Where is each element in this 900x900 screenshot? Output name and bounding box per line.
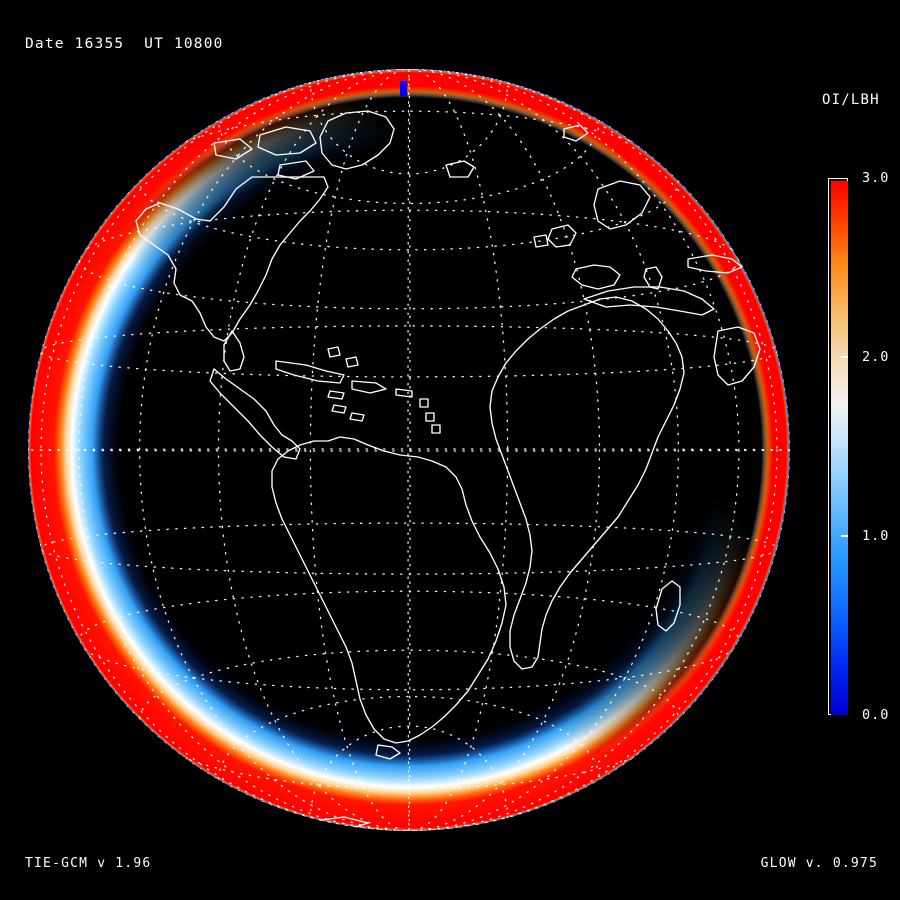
colorbar-tick-1 [841, 535, 848, 537]
colorbar-frame [828, 178, 848, 715]
colorbar-label-0: 0.0 [862, 707, 890, 723]
globe-map [28, 69, 790, 831]
colorbar-label-1: 1.0 [862, 528, 890, 544]
colorbar-label-3: 3.0 [862, 170, 890, 186]
footer-model-version: TIE-GCM v 1.96 [25, 856, 152, 871]
colorbar-tick-2 [841, 356, 848, 358]
colorbar-title: OI/LBH [822, 92, 880, 108]
header-date-ut-label: Date 16355 UT 10800 [25, 36, 224, 52]
terminator-airglow-band [28, 69, 790, 831]
colorbar: 0.0 1.0 2.0 3.0 [828, 170, 894, 723]
colorbar-gradient [830, 180, 848, 715]
colorbar-label-2: 2.0 [862, 349, 890, 365]
north-pole-marker [400, 81, 407, 96]
footer-glow-version: GLOW v. 0.975 [760, 856, 878, 871]
